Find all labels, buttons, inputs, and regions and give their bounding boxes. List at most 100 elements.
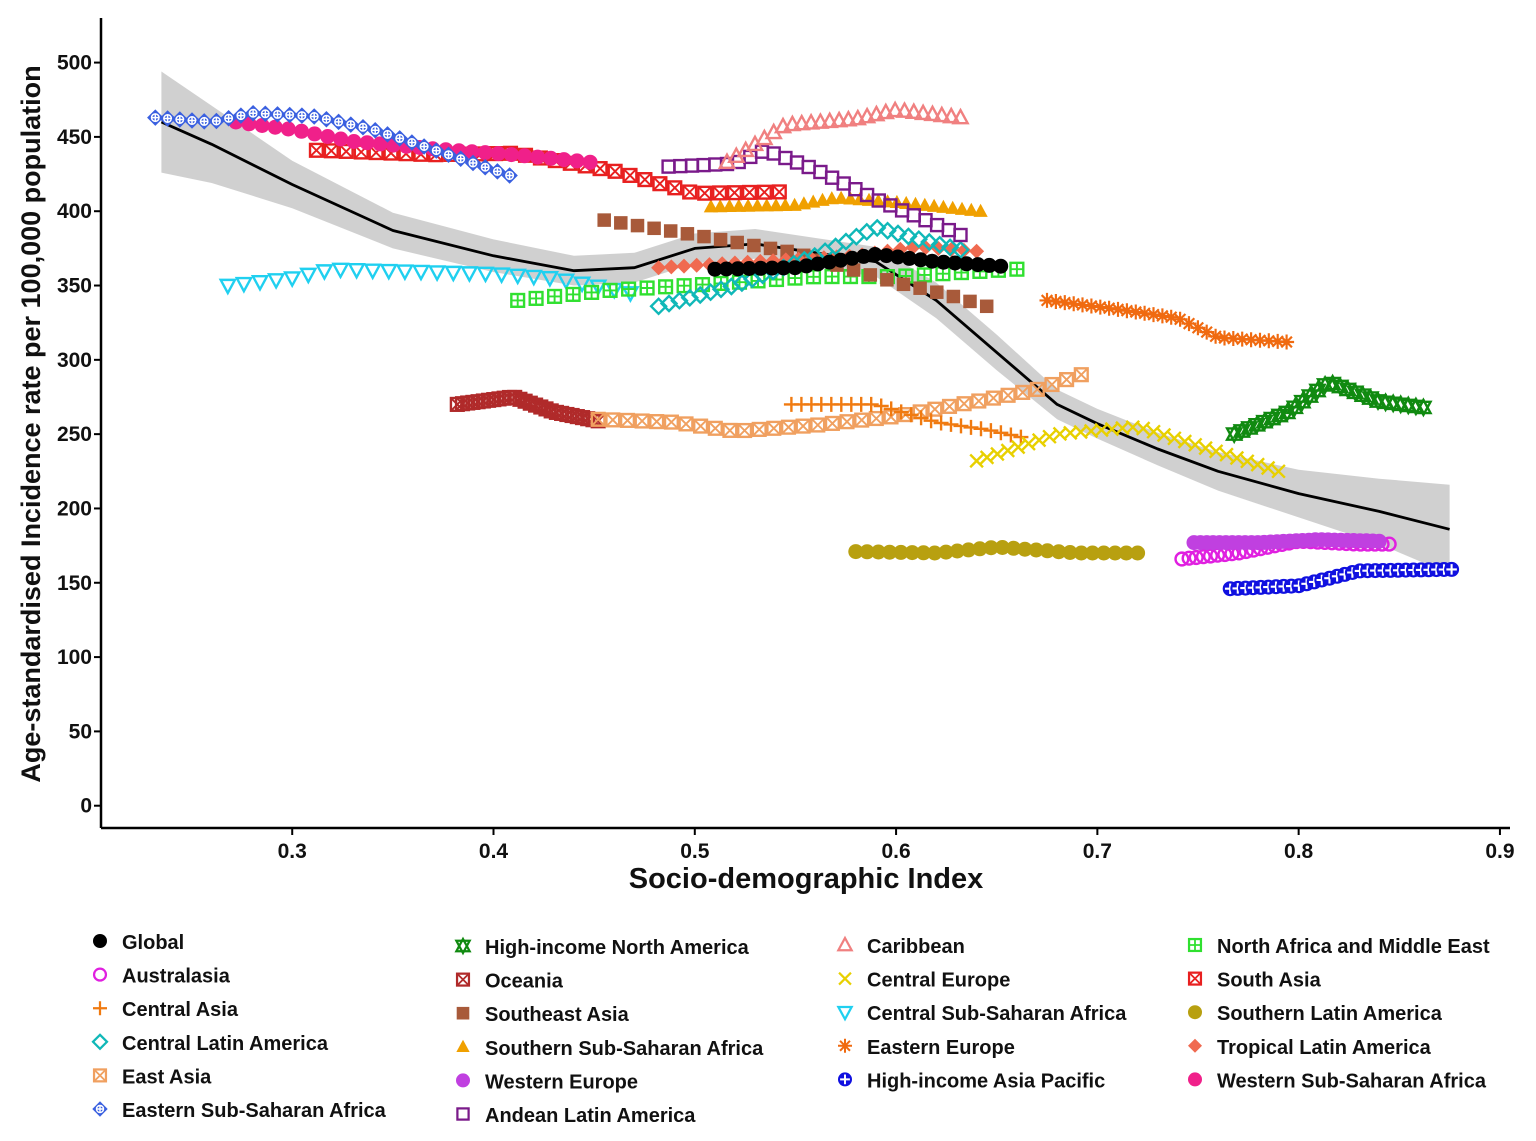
point-eastern-sub-saharan-africa [208,112,225,130]
point-east-asia [693,418,709,434]
point-southeast-asia [697,229,711,244]
point-east-asia [795,418,811,434]
legend-item-tropical-latin-america: Tropical Latin America [1188,1037,1432,1059]
point-western-sub-saharan-africa [267,119,283,135]
point-southern-sub-saharan-africa [964,202,979,216]
point-global [936,254,952,270]
point-caribbean [811,112,830,129]
point-eastern-europe [1181,316,1197,332]
point-north-africa-and-middle-east [565,286,581,302]
point-north-africa-and-middle-east [658,279,674,295]
point-southern-sub-saharan-africa [926,198,942,212]
point-central-europe [1135,421,1151,436]
point-south-asia [622,167,638,183]
legend-marker-east-asia [92,1068,108,1083]
point-east-asia [590,411,606,427]
point-eastern-europe [1154,308,1170,324]
point-central-latin-america [940,238,960,257]
point-central-europe [1167,431,1182,446]
legend-marker-australasia [92,967,108,982]
point-east-asia [941,398,958,414]
point-southern-sub-saharan-africa [908,196,923,210]
point-eastern-sub-saharan-africa [147,109,164,126]
point-western-sub-saharan-africa [530,149,546,165]
point-western-sub-saharan-africa [582,154,598,170]
point-eastern-sub-saharan-africa [195,113,213,130]
point-southeast-asia [630,218,645,233]
point-caribbean [923,104,942,122]
point-southern-sub-saharan-africa [871,193,886,207]
point-western-sub-saharan-africa [490,146,506,162]
legend-marker-central-sub-saharan-africa [836,1005,854,1022]
point-eastern-europe [1146,307,1161,323]
point-east-asia [956,396,972,412]
point-southern-sub-saharan-africa [731,198,746,212]
point-southern-latin-america [1130,545,1146,561]
x-tick-label: 0.3 [278,840,307,863]
point-east-asia [985,390,1001,406]
point-eastern-europe [1208,328,1224,344]
legend-item-central-latin-america: Central Latin America [91,1033,329,1055]
legend-label: Caribbean [867,936,965,958]
legend-item-southern-latin-america: Southern Latin America [1188,1003,1443,1025]
series-caribbean [717,100,970,170]
point-central-sub-saharan-africa [572,276,592,294]
legend-marker-high-income-asia-pacific [838,1072,852,1087]
point-southeast-asia [663,224,678,238]
point-andean-latin-america [918,212,933,228]
point-east-asia [678,416,694,432]
series-central-sub-saharan-africa [218,262,640,304]
legend-label: Global [122,932,184,954]
point-eastern-sub-saharan-africa [183,112,201,129]
point-andean-latin-america [929,217,945,233]
point-eastern-sub-saharan-africa [257,105,274,123]
point-east-asia [810,417,826,433]
point-australasia [1174,551,1190,567]
point-central-latin-america [888,224,908,243]
x-tick-label: 0.7 [1083,840,1112,863]
point-central-asia [933,415,949,431]
point-eastern-europe [1279,334,1295,350]
legend-item-eastern-sub-saharan-africa: Eastern Sub-Saharan Africa [92,1100,387,1122]
point-central-asia [973,421,989,437]
point-southern-sub-saharan-africa [768,198,784,212]
point-eastern-sub-saharan-africa [318,110,335,128]
point-tropical-latin-america [663,259,679,275]
legend-marker-north-africa-and-middle-east [1187,937,1203,953]
point-eastern-europe [1243,332,1259,348]
point-southeast-asia [763,241,778,256]
x-axis-title: Socio-demographic Index [629,863,984,895]
point-eastern-europe [1039,292,1055,308]
point-central-europe [1271,464,1286,479]
point-central-europe [1208,444,1224,459]
point-southern-latin-america [972,541,988,557]
y-axis-title: Age-standardised Incidence rate per 100,… [16,65,46,782]
point-central-europe [1146,424,1161,439]
y-tick-label: 100 [57,646,92,669]
point-north-africa-and-middle-east [584,284,600,300]
point-central-sub-saharan-africa [524,269,543,287]
legend-marker-southern-sub-saharan-africa [456,1039,470,1053]
point-eastern-europe [1163,309,1179,325]
point-andean-latin-america [941,222,956,238]
point-central-sub-saharan-africa [299,267,318,285]
point-central-europe [1177,434,1193,449]
point-eastern-sub-saharan-africa [232,107,250,124]
point-global [878,248,894,264]
point-central-asia [863,396,879,412]
point-global [741,261,757,276]
legend-marker-global [93,934,107,948]
point-andean-latin-america [836,176,851,191]
point-global [890,249,906,265]
point-central-sub-saharan-africa [589,279,608,297]
point-global [764,260,780,276]
point-southern-sub-saharan-africa [703,199,719,213]
point-eastern-europe [1172,311,1188,327]
legend-item-high-income-asia-pacific: High-income Asia Pacific [838,1070,1105,1092]
point-southern-sub-saharan-africa [833,190,849,204]
legend-label: Oceania [485,971,564,993]
legend-item-north-africa-and-middle-east: North Africa and Middle East [1187,936,1490,958]
point-central-sub-saharan-africa [492,267,511,285]
point-southern-sub-saharan-africa [917,197,932,211]
